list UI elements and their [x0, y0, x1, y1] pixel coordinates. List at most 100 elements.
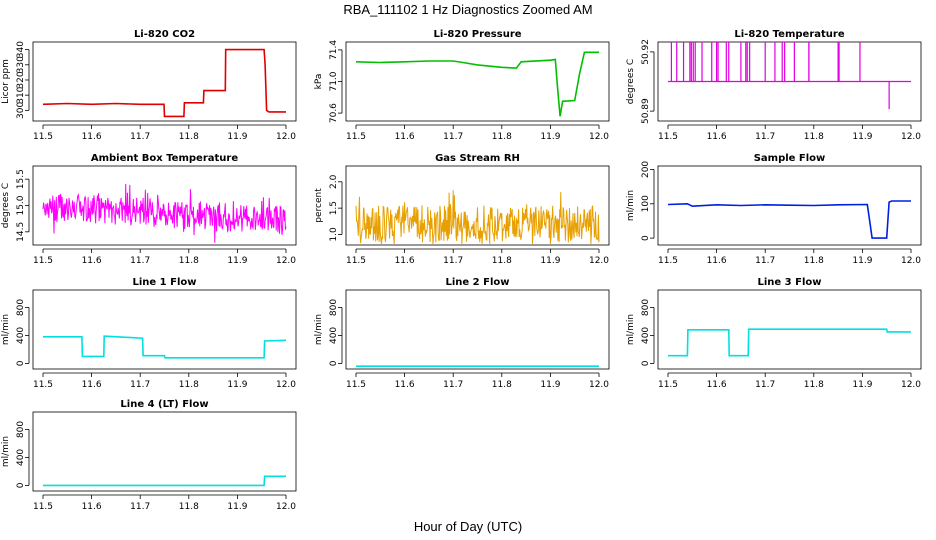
y-tick-label: 71.4	[329, 40, 339, 60]
x-tick-label: 11.8	[179, 502, 199, 512]
x-tick-label: 11.8	[179, 256, 199, 266]
x-tick-label: 11.7	[130, 380, 150, 390]
y-tick-label: 310	[16, 86, 26, 103]
x-tick-label: 11.8	[804, 132, 824, 142]
x-tick-label: 11.5	[658, 132, 678, 142]
x-tick-label: 11.7	[755, 132, 775, 142]
y-tick-label: 300	[16, 102, 26, 119]
y-tick-label: 15.5	[16, 169, 26, 189]
y-tick-label: 800	[16, 421, 26, 438]
x-tick-label: 11.9	[227, 380, 247, 390]
plot-frame	[345, 41, 610, 122]
x-tick-label: 11.7	[130, 132, 150, 142]
chart-panel: Sample Flow 11.5 11.6 11.7 11.8 11.9 12.0 0 100 2…	[626, 153, 922, 266]
x-tick-label: 12.0	[901, 132, 921, 142]
y-tick-label: 50.89	[641, 98, 651, 124]
y-tick-label: 200	[641, 161, 651, 178]
x-tick-label: 11.9	[227, 132, 247, 142]
x-tick-label: 11.9	[540, 256, 560, 266]
x-tick-label: 11.7	[130, 502, 150, 512]
series-line	[667, 200, 911, 239]
x-tick-label: 11.8	[492, 380, 512, 390]
x-tick-label: 11.5	[33, 502, 53, 512]
y-tick-label: 800	[16, 299, 26, 316]
y-axis-label: Licor ppm	[1, 59, 11, 104]
x-tick-label: 11.5	[33, 132, 53, 142]
y-tick-label: 340	[16, 41, 26, 58]
y-tick-label: 0	[641, 235, 651, 241]
y-axis-label: degrees C	[1, 183, 11, 228]
chart-panel: Gas Stream RH 11.5 11.6 11.7 11.8 11.9 12.0 1.0…	[314, 153, 610, 266]
x-tick-label: 11.9	[540, 380, 560, 390]
x-tick-label: 11.9	[227, 256, 247, 266]
plot-frame	[657, 289, 922, 370]
y-tick-label: 100	[641, 195, 651, 212]
y-axis-label: ml/min	[314, 314, 324, 345]
y-axis-label: ml/min	[1, 436, 11, 467]
series-line	[355, 51, 599, 117]
y-tick-label: 800	[641, 299, 651, 316]
figure-title: RBA_111102 1 Hz Diagnostics Zoomed AM	[343, 2, 592, 17]
x-tick-label: 11.6	[395, 380, 415, 390]
chart-panel: Ambient Box Temperature 11.5 11.6 11.7 11.8 1…	[1, 153, 297, 266]
x-tick-label: 12.0	[276, 380, 296, 390]
x-tick-label: 11.9	[852, 256, 872, 266]
x-tick-label: 11.6	[707, 380, 727, 390]
series-line	[43, 335, 287, 359]
x-tick-label: 11.6	[395, 256, 415, 266]
series-line	[42, 48, 286, 118]
x-tick-label: 12.0	[276, 256, 296, 266]
x-tick-label: 12.0	[901, 380, 921, 390]
plot-frame	[32, 165, 297, 246]
y-axis-label: kPa	[314, 74, 324, 90]
y-tick-label: 0	[641, 360, 651, 366]
x-tick-label: 11.7	[443, 256, 463, 266]
x-tick-label: 11.5	[33, 256, 53, 266]
x-tick-label: 11.7	[130, 256, 150, 266]
y-tick-label: 400	[641, 327, 651, 344]
y-tick-label: 50.92	[641, 39, 651, 65]
y-tick-label: 70.6	[329, 103, 339, 123]
chart-panel: Li-820 Pressure 11.5 11.6 11.7 11.8 11.9 12.0 7…	[314, 29, 610, 142]
x-tick-label: 11.8	[804, 380, 824, 390]
panel-title: Line 1 Flow	[133, 277, 197, 288]
x-tick-label: 12.0	[589, 132, 609, 142]
x-tick-label: 11.7	[755, 256, 775, 266]
y-tick-label: 0	[16, 482, 26, 488]
y-axis-label: degrees C	[626, 59, 636, 104]
x-tick-label: 11.9	[540, 132, 560, 142]
y-tick-label: 71.0	[329, 71, 339, 91]
x-tick-label: 11.6	[82, 502, 102, 512]
y-tick-label: 0	[16, 360, 26, 366]
y-tick-label: 1.0	[329, 227, 339, 242]
series-line	[43, 475, 286, 487]
x-tick-label: 11.6	[82, 380, 102, 390]
panel-title: Line 3 Flow	[758, 277, 822, 288]
x-tick-label: 11.6	[82, 256, 102, 266]
x-tick-label: 11.5	[33, 380, 53, 390]
plot-frame	[657, 41, 922, 122]
panel-title: Li-820 Pressure	[433, 29, 521, 40]
chart-panel: Line 2 Flow 11.5 11.6 11.7 11.8 11.9 12.0 0 400 8…	[314, 277, 610, 390]
y-axis-label: ml/min	[626, 190, 636, 221]
series-line	[42, 183, 287, 243]
x-tick-label: 11.6	[707, 132, 727, 142]
y-tick-label: 15.0	[16, 195, 26, 215]
x-tick-label: 11.5	[346, 380, 366, 390]
x-tick-label: 11.6	[395, 132, 415, 142]
x-tick-label: 11.8	[492, 132, 512, 142]
plot-frame	[345, 165, 610, 246]
plot-frame	[657, 165, 922, 246]
y-tick-label: 400	[16, 327, 26, 344]
plot-frame	[345, 289, 610, 370]
panel-title: Line 2 Flow	[446, 277, 510, 288]
x-tick-label: 12.0	[589, 380, 609, 390]
series-line	[355, 190, 600, 244]
x-tick-label: 12.0	[589, 256, 609, 266]
x-tick-label: 11.6	[82, 132, 102, 142]
panel-title: Line 4 (LT) Flow	[120, 399, 208, 410]
chart-panel: Li-820 Temperature 11.5 11.6 11.7 11.8 11.9 12…	[626, 29, 922, 142]
x-tick-label: 12.0	[276, 132, 296, 142]
y-tick-label: 400	[16, 449, 26, 466]
